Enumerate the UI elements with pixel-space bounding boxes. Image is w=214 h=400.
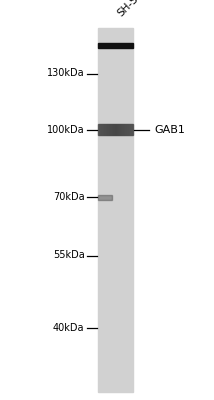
Bar [115, 124, 116, 135]
Bar [109, 124, 110, 135]
Bar [120, 124, 121, 135]
Bar [113, 124, 114, 135]
Bar [129, 124, 130, 135]
Bar [101, 124, 102, 135]
Bar [124, 124, 125, 135]
Bar [107, 124, 108, 135]
Bar [98, 28, 133, 392]
Bar [102, 124, 103, 135]
Bar [105, 124, 106, 135]
Bar [112, 124, 113, 135]
Bar [121, 124, 122, 135]
Text: SH-SY5Y: SH-SY5Y [116, 0, 154, 18]
Bar [111, 124, 112, 135]
Bar [122, 124, 123, 135]
Bar [104, 124, 105, 135]
Bar [131, 124, 132, 135]
Bar [99, 124, 100, 135]
Text: 130kDa: 130kDa [47, 68, 85, 78]
Bar [103, 124, 104, 135]
Bar [125, 124, 126, 135]
Bar [100, 124, 101, 135]
Text: 55kDa: 55kDa [53, 250, 85, 260]
Text: GAB1: GAB1 [154, 125, 185, 135]
Bar [98, 124, 99, 135]
Text: 100kDa: 100kDa [47, 125, 85, 135]
Bar [98, 42, 133, 48]
Bar [117, 124, 118, 135]
Bar [128, 124, 129, 135]
Bar [132, 124, 133, 135]
Bar [108, 124, 109, 135]
Bar [116, 124, 117, 135]
Bar [114, 124, 115, 135]
Bar [130, 124, 131, 135]
Bar [98, 194, 112, 200]
Bar [123, 124, 124, 135]
Bar [119, 124, 120, 135]
Bar [126, 124, 127, 135]
Text: 70kDa: 70kDa [53, 192, 85, 202]
Bar [118, 124, 119, 135]
Bar [106, 124, 107, 135]
Bar [127, 124, 128, 135]
Text: 40kDa: 40kDa [53, 323, 85, 333]
Bar [110, 124, 111, 135]
